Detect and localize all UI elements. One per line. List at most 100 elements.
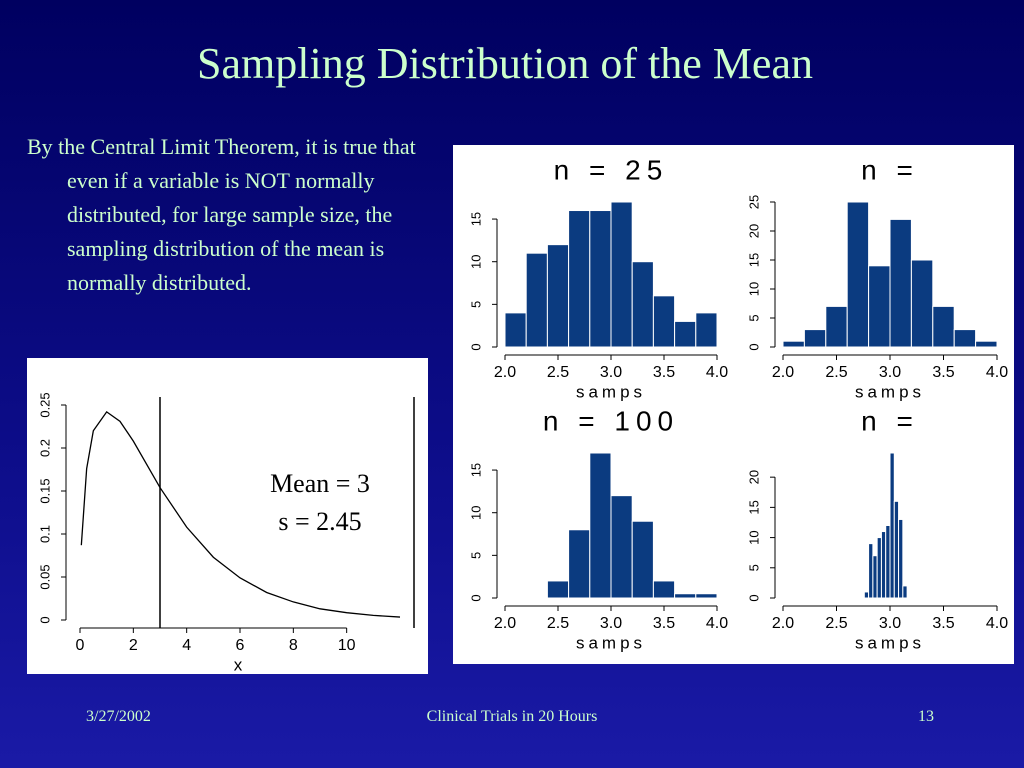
bar	[825, 305, 848, 348]
x-tick-label: 2.5	[825, 615, 847, 632]
x-axis-label: samps	[576, 382, 646, 401]
bar	[525, 252, 548, 348]
y-tick-label: 10	[468, 254, 483, 268]
bar	[674, 320, 697, 348]
y-tick-label: 15	[746, 500, 761, 514]
bar	[975, 340, 998, 348]
bar	[631, 261, 654, 348]
annotation: s = 2.45	[278, 507, 361, 536]
y-tick-label: 0	[468, 343, 483, 350]
x-tick-label: 3.0	[600, 615, 622, 632]
density-curve	[80, 410, 401, 618]
bar	[674, 593, 697, 599]
x-tick-label: 2	[129, 637, 138, 654]
y-tick-label: 0	[37, 616, 52, 623]
y-tick-label: 0.15	[37, 478, 52, 503]
x-tick-label: 10	[338, 637, 356, 654]
x-tick-label: 4	[182, 637, 191, 654]
x-tick-label: 3.0	[879, 364, 901, 381]
bar	[868, 543, 874, 599]
y-tick-label: 0	[468, 594, 483, 601]
y-tick-label: 0.1	[37, 525, 52, 543]
x-axis-label: samps	[855, 633, 925, 652]
bar	[872, 555, 878, 599]
y-tick-label: 25	[746, 195, 761, 209]
slide-title: Sampling Distribution of the Mean	[197, 39, 813, 88]
bar	[893, 500, 900, 599]
chart-title: n =	[861, 154, 919, 185]
x-tick-label: 2.0	[772, 615, 794, 632]
x-tick-label: 2.0	[494, 364, 516, 381]
y-tick-label: 20	[746, 470, 761, 484]
y-tick-label: 15	[468, 212, 483, 226]
x-axis-label: samps	[855, 382, 925, 401]
y-tick-label: 5	[468, 301, 483, 308]
y-tick-label: 5	[746, 314, 761, 321]
bar	[898, 518, 904, 599]
footer-center: Clinical Trials in 20 Hours	[426, 708, 598, 725]
bar	[863, 591, 870, 599]
x-tick-label: 8	[289, 637, 298, 654]
x-tick-label: 2.0	[494, 615, 516, 632]
x-axis-label: x	[234, 655, 247, 674]
x-tick-label: 0	[76, 637, 85, 654]
x-tick-label: 3.5	[653, 364, 675, 381]
x-tick-label: 3.0	[879, 615, 901, 632]
y-tick-label: 10	[746, 530, 761, 544]
body-text: By the Central Limit Theorem, it is true…	[27, 134, 416, 295]
bar	[876, 537, 882, 599]
x-tick-label: 2.5	[547, 364, 569, 381]
y-tick-label: 0.05	[37, 564, 52, 589]
x-tick-label: 4.0	[986, 615, 1008, 632]
bar	[932, 305, 955, 348]
footer-date: 3/27/2002	[86, 708, 151, 725]
bar	[953, 329, 977, 348]
annotation: Mean = 3	[270, 469, 370, 498]
bar	[889, 452, 895, 599]
bar	[880, 531, 887, 599]
y-tick-label: 10	[468, 505, 483, 519]
y-tick-label: 0.25	[37, 392, 52, 417]
y-tick-label: 5	[468, 552, 483, 559]
x-tick-label: 4.0	[986, 364, 1008, 381]
y-tick-label: 20	[746, 224, 761, 238]
bar	[589, 452, 612, 599]
bar	[568, 210, 591, 348]
x-tick-label: 2.0	[772, 364, 794, 381]
bar	[846, 201, 870, 348]
x-tick-label: 3.5	[932, 615, 954, 632]
bar	[610, 201, 633, 348]
bar	[885, 525, 891, 599]
x-tick-label: 2.5	[547, 615, 569, 632]
x-tick-label: 4.0	[706, 364, 728, 381]
y-tick-label: 10	[746, 282, 761, 296]
y-tick-label: 0	[746, 594, 761, 601]
bar	[546, 244, 570, 348]
y-tick-label: 15	[468, 463, 483, 477]
bar	[868, 265, 891, 348]
x-tick-label: 4.0	[706, 615, 728, 632]
bar	[803, 329, 827, 348]
x-tick-label: 3.0	[600, 364, 622, 381]
x-tick-label: 6	[236, 637, 245, 654]
bar	[889, 218, 912, 348]
bar	[782, 340, 805, 348]
y-tick-label: 0.2	[37, 439, 52, 457]
bar	[902, 585, 908, 599]
bar	[652, 295, 676, 348]
chart-title: n = 100	[543, 405, 679, 436]
bar	[504, 312, 527, 348]
bar	[589, 210, 612, 348]
bar	[652, 580, 676, 599]
x-tick-label: 3.5	[932, 364, 954, 381]
bar	[610, 495, 633, 599]
x-tick-label: 2.5	[825, 364, 847, 381]
histogram-panel	[453, 145, 1014, 664]
y-tick-label: 5	[746, 564, 761, 571]
bar	[695, 312, 718, 348]
density-panel	[27, 358, 428, 674]
x-tick-label: 3.5	[653, 615, 675, 632]
chart-title: n =	[861, 405, 919, 436]
